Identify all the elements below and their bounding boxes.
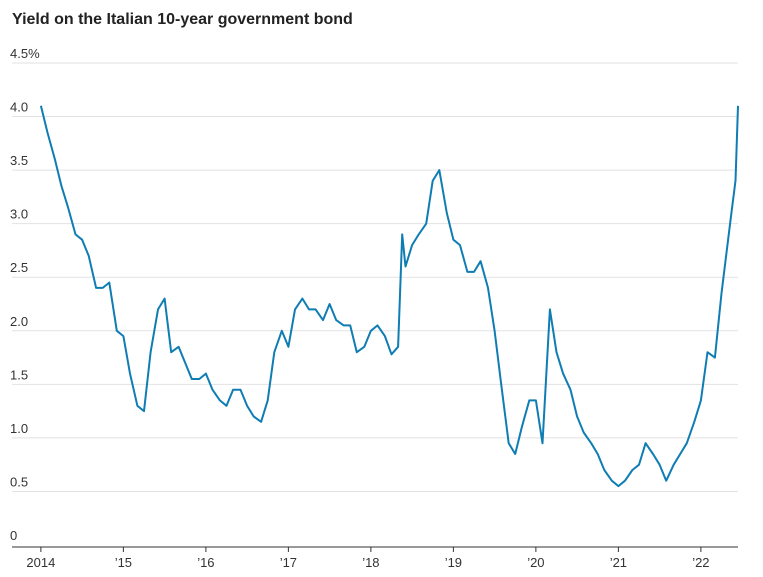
y-tick-label: 0 [10,528,17,543]
y-tick-label: 2.5 [10,260,28,275]
x-tick-label: ’17 [280,555,297,570]
x-tick-label: ’15 [115,555,132,570]
y-tick-label: 1.0 [10,421,28,436]
y-tick-label: 4.0 [10,100,28,115]
y-tick-label: 4.5% [10,46,40,61]
x-tick-label: ’22 [692,555,709,570]
chart-title: Yield on the Italian 10-year government … [12,11,353,28]
x-tick-label: ’16 [197,555,214,570]
x-tick-label: ’20 [527,555,544,570]
y-tick-label: 0.5 [10,474,28,489]
x-tick-label: ’19 [445,555,462,570]
y-tick-label: 3.0 [10,207,28,222]
x-tick-label: ’21 [610,555,627,570]
x-tick-label: 2014 [26,555,55,570]
y-tick-label: 3.5 [10,153,28,168]
x-tick-label: ’18 [362,555,379,570]
y-tick-label: 1.5 [10,367,28,382]
y-tick-label: 2.0 [10,314,28,329]
data-line [39,105,739,488]
